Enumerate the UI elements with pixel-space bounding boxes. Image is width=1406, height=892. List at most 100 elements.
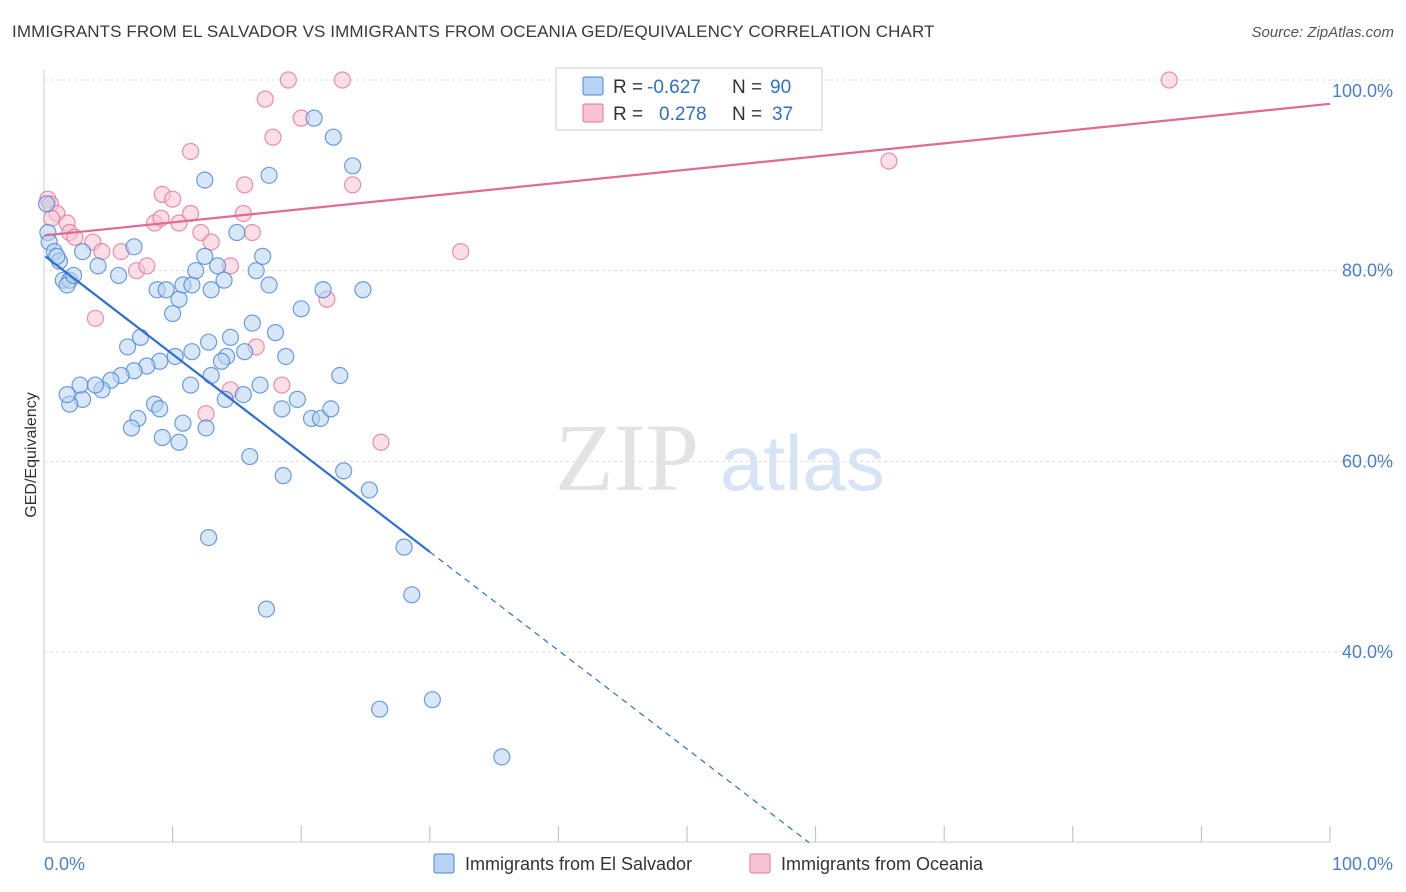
legend-pink-n-label: N = [732,104,762,125]
data-point-oceania [273,376,291,394]
data-point-el-salvador [200,528,218,547]
data-point-el-salvador [157,281,175,299]
data-point-el-salvador [202,281,220,299]
data-point-el-salvador [493,748,511,766]
data-point-el-salvador [153,428,171,447]
data-point-el-salvador [322,400,340,418]
data-point-el-salvador [212,352,231,370]
bottom-legend-blue-swatch [433,853,455,874]
data-point-el-salvador [209,257,227,275]
legend-pink-swatch [582,103,604,123]
y-tick-label: 100.0% [1332,81,1393,101]
chart-title: IMMIGRANTS FROM EL SALVADOR VS IMMIGRANT… [12,22,935,41]
data-point-oceania [1160,71,1178,89]
data-point-el-salvador [254,247,272,265]
data-point-el-salvador [164,304,182,323]
y-axis-label: GED/Equivalency [23,392,40,517]
data-point-el-salvador [288,390,306,408]
data-point-el-salvador [64,266,83,285]
data-point-el-salvador [354,281,372,299]
data-point-el-salvador [371,700,389,718]
data-point-el-salvador [251,376,269,394]
correlation-legend: R = -0.627 N = 90 R = 0.278 N = 37 [555,67,823,131]
data-point-oceania [164,190,182,208]
data-point-oceania [333,71,351,89]
trend-line-el-salvador [44,255,431,553]
data-point-el-salvador [236,343,254,361]
data-point-el-salvador [89,257,107,275]
data-point-el-salvador [360,481,378,499]
data-point-el-salvador [266,324,285,342]
legend-pink-n-value: 37 [772,104,793,125]
data-point-el-salvador [243,314,261,332]
data-point-el-salvador [257,600,276,618]
data-point-el-salvador [196,247,214,265]
data-point-el-salvador [260,166,278,184]
bottom-legend-blue-label: Immigrants from El Salvador [465,854,692,874]
data-point-oceania [372,433,390,451]
data-point-el-salvador [228,223,246,242]
data-point-el-salvador [170,290,188,308]
data-point-el-salvador [37,195,56,213]
data-point-oceania [236,176,254,194]
data-point-oceania [279,71,297,89]
legend-pink-r-value: 0.278 [659,104,707,125]
data-point-el-salvador [118,338,137,356]
data-point-el-salvador [335,462,353,480]
data-point-el-salvador [196,171,214,189]
legend-blue-r-label: R = [613,77,643,98]
data-point-el-salvador [273,400,291,418]
data-point-oceania [256,90,274,108]
data-point-oceania [452,243,470,261]
data-point-el-salvador [125,238,143,256]
data-point-el-salvador [183,343,201,361]
data-point-oceania [138,257,156,275]
watermark: ZIP atlas [555,404,885,511]
watermark-zip: ZIP [555,404,699,511]
data-point-oceania [86,309,105,327]
data-point-el-salvador [331,366,349,385]
y-tick-label: 40.0% [1342,642,1393,662]
data-point-el-salvador [131,328,150,346]
data-point-el-salvador [423,691,441,709]
data-point-el-salvador [403,586,421,604]
data-point-el-salvador [314,281,332,299]
data-point-el-salvador [200,333,218,351]
x-tick-label: 100.0% [1332,854,1393,874]
chart-source: Source: ZipAtlas.com [1251,24,1394,41]
trend-lines [44,102,1331,844]
bottom-legend-pink-label: Immigrants from Oceania [781,854,984,874]
y-tick-label: 80.0% [1342,261,1393,281]
data-point-el-salvador [216,390,234,408]
data-point-el-salvador [324,128,342,146]
data-point-oceania [880,152,898,170]
legend-blue-swatch [582,76,604,96]
data-point-el-salvador [122,419,141,437]
legend-blue-r-value: -0.627 [647,77,701,98]
series-el-salvador-points [37,109,511,766]
data-point-el-salvador [274,467,292,485]
legend-blue-n-value: 90 [770,77,791,98]
data-point-el-salvador [260,276,278,294]
data-point-el-salvador [215,271,233,289]
legend-pink-r-label: R = [613,104,643,125]
data-point-el-salvador [182,376,200,394]
data-point-el-salvador [174,414,192,432]
data-point-oceania [43,209,61,227]
data-point-el-salvador [71,376,89,394]
x-tick-label: 0.0% [44,854,85,874]
data-point-el-salvador [234,386,252,404]
data-point-el-salvador [58,386,76,404]
data-point-oceania [93,243,111,261]
watermark-atlas: atlas [720,419,885,507]
bottom-legend-pink-swatch [749,853,771,874]
y-tick-label: 60.0% [1342,451,1393,471]
data-point-el-salvador [170,433,188,451]
tick-labels: 100.0% 80.0% 60.0% 40.0% 0.0% 100.0% [44,81,1393,874]
legend-blue-n-label: N = [732,77,762,98]
data-point-el-salvador [202,366,220,385]
data-point-el-salvador [197,419,215,437]
data-point-el-salvador [109,266,128,285]
data-point-el-salvador [241,447,259,466]
